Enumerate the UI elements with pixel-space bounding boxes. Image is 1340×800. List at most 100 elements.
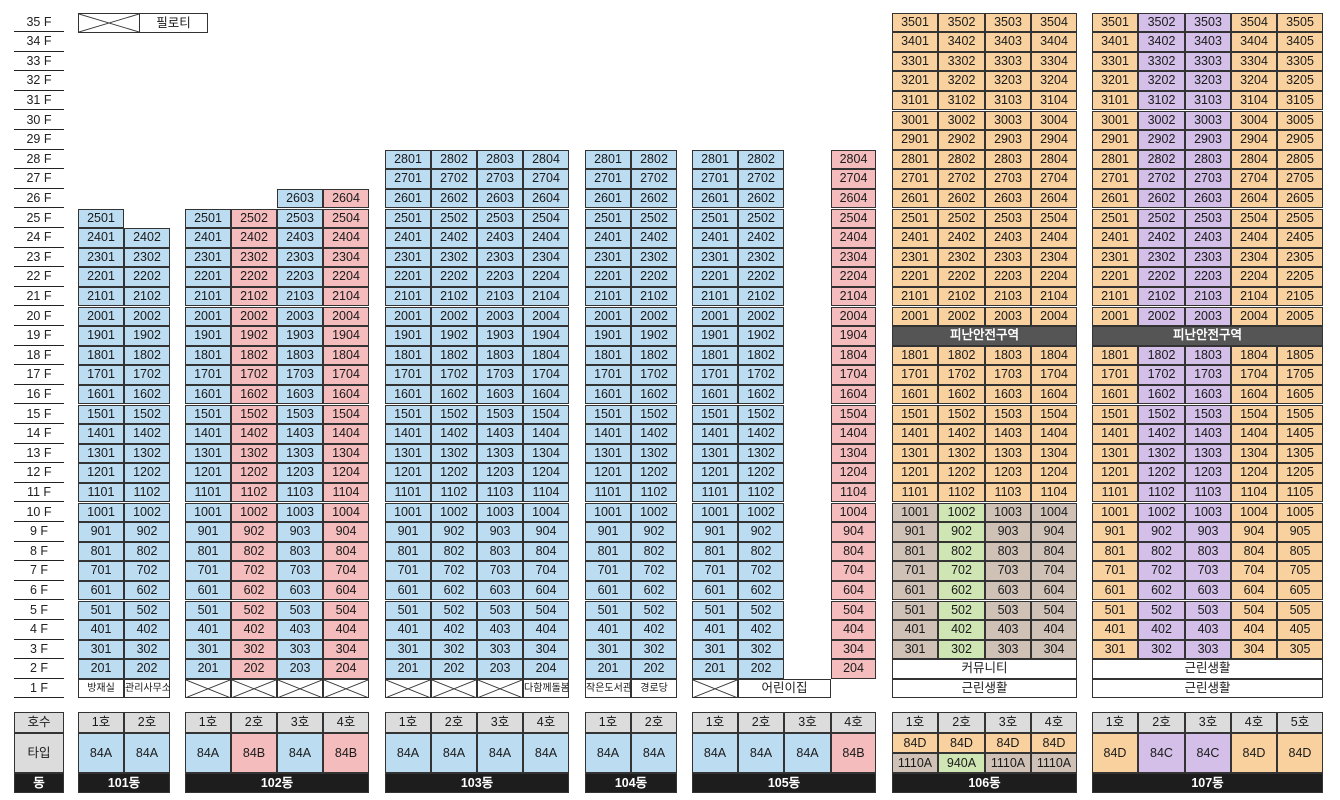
unit-cell: 702: [738, 561, 784, 581]
unit-cell: 902: [738, 522, 784, 542]
unit-cell: 904: [1031, 522, 1077, 542]
unit-cell: 2204: [1031, 267, 1077, 287]
unit-cell: 1501: [385, 404, 431, 425]
unit-cell: 1904: [523, 326, 569, 346]
unit-cell: 2104: [523, 286, 569, 307]
unit-cell: 2202: [738, 267, 784, 287]
unit-cell: 603: [277, 580, 323, 601]
unit-cell: 503: [277, 600, 323, 621]
unit-cell: 604: [523, 580, 569, 601]
floor-label: 9 F: [14, 522, 64, 542]
unit-type: 84A: [523, 733, 569, 773]
unit-cell: 1102: [124, 482, 170, 503]
unit-cell: 301: [385, 639, 431, 660]
unit-cell: 2504: [1031, 208, 1077, 229]
unit-cell: 2302: [938, 247, 985, 268]
unit-cell: 201: [78, 659, 124, 679]
unit-cell: 3503: [1185, 12, 1231, 33]
unit-type: 84A: [585, 733, 631, 773]
unit-cell: 2003: [1185, 306, 1231, 327]
unit-cell: 304: [523, 639, 569, 660]
unit-cell: 2002: [231, 306, 277, 327]
unit-cell: 203: [277, 659, 323, 679]
unit-cell: 1204: [323, 463, 369, 483]
unit-cell: 2905: [1277, 130, 1323, 150]
unit-cell: 1304: [831, 443, 876, 464]
unit-cell: 801: [78, 541, 124, 562]
unit-cell: 804: [831, 541, 876, 562]
unit-cell: 1103: [985, 482, 1031, 503]
unit-cell: 1605: [1277, 384, 1323, 405]
unit-cell: 1101: [78, 482, 124, 503]
unit-cell: 2402: [1138, 228, 1185, 248]
unit-cell: 2103: [1185, 286, 1231, 307]
unit-cell: 1702: [431, 365, 477, 385]
unit-cell: 2302: [1138, 247, 1185, 268]
unit-cell: 1701: [185, 365, 231, 385]
unit-cell: 1201: [585, 463, 631, 483]
unit-cell: 2201: [1092, 267, 1138, 287]
floor-label: 34 F: [14, 32, 64, 52]
floor-label: 26 F: [14, 189, 64, 209]
unit-number-header: 3호: [784, 712, 831, 733]
unit-cell: 3004: [1231, 110, 1277, 131]
piloti-cell: [185, 678, 231, 699]
unit-cell: 1804: [1231, 345, 1277, 366]
unit-type-secondary: 1110A: [985, 753, 1031, 773]
unit-cell: 3501: [1092, 12, 1138, 33]
unit-cell: 3502: [1138, 12, 1185, 33]
unit-cell: 2103: [985, 286, 1031, 307]
unit-cell: 2604: [523, 188, 569, 209]
unit-cell: 1002: [124, 502, 170, 523]
unit-cell: 704: [831, 561, 876, 581]
unit-cell: 401: [385, 620, 431, 640]
unit-cell: 1804: [323, 345, 369, 366]
unit-number-header: 3호: [277, 712, 323, 733]
unit-cell: 2001: [585, 306, 631, 327]
unit-cell: 3203: [985, 71, 1031, 91]
unit-cell: 302: [631, 639, 677, 660]
unit-cell: 1702: [231, 365, 277, 385]
unit-cell: 2101: [692, 286, 738, 307]
unit-cell: 2801: [1092, 149, 1138, 170]
unit-type: 84D: [985, 733, 1031, 753]
unit-cell: 402: [231, 620, 277, 640]
unit-cell: 1801: [585, 345, 631, 366]
unit-cell: 2501: [585, 208, 631, 229]
unit-cell: 404: [1031, 620, 1077, 640]
building-name: 104동: [585, 773, 677, 793]
unit-cell: 1701: [585, 365, 631, 385]
unit-cell: 1301: [185, 443, 231, 464]
ground-floor-facility: 근린생활: [892, 678, 1077, 699]
unit-cell: 901: [692, 522, 738, 542]
unit-cell: 2001: [692, 306, 738, 327]
unit-cell: 2101: [385, 286, 431, 307]
unit-cell: 502: [431, 600, 477, 621]
unit-cell: 2202: [231, 267, 277, 287]
floor-label: 2 F: [14, 659, 64, 679]
unit-cell: 704: [1231, 561, 1277, 581]
unit-cell: 1102: [431, 482, 477, 503]
refuge-zone: 피난안전구역: [1092, 326, 1323, 346]
unit-cell: 1203: [985, 463, 1031, 483]
unit-cell: 2203: [477, 267, 523, 287]
unit-cell: 2101: [185, 286, 231, 307]
unit-cell: 702: [938, 561, 985, 581]
unit-cell: 504: [523, 600, 569, 621]
unit-cell: 1804: [523, 345, 569, 366]
unit-cell: 2004: [1031, 306, 1077, 327]
unit-cell: 2601: [892, 188, 938, 209]
unit-cell: 3305: [1277, 51, 1323, 72]
piloti-legend-label: 필로티: [139, 13, 208, 33]
unit-cell: 1702: [1138, 365, 1185, 385]
unit-cell: 1802: [631, 345, 677, 366]
unit-cell: 1201: [385, 463, 431, 483]
unit-cell: 1801: [892, 345, 938, 366]
unit-cell: 2302: [431, 247, 477, 268]
unit-cell: 601: [1092, 580, 1138, 601]
ground-floor-facility: 근린생활: [1092, 678, 1323, 699]
unit-cell: 801: [585, 541, 631, 562]
floor-label: 10 F: [14, 503, 64, 523]
unit-type: 84B: [231, 733, 277, 773]
unit-cell: 1704: [1031, 365, 1077, 385]
